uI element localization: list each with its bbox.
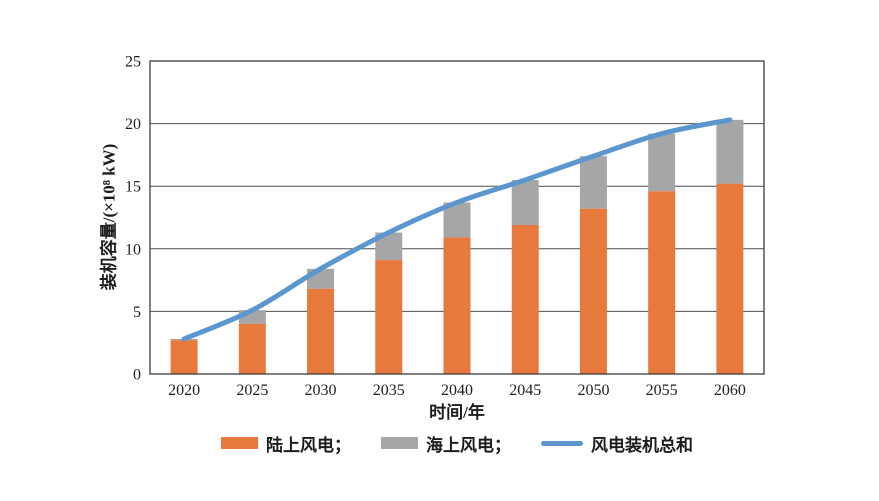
- x-tick-label: 2060: [714, 382, 746, 399]
- bar-onshore-2035: [375, 260, 403, 374]
- bar-onshore-2030: [307, 288, 335, 374]
- onshore-swatch-icon: [221, 437, 258, 449]
- x-tick-label: 2035: [373, 382, 405, 399]
- x-tick-label: 2025: [236, 382, 268, 399]
- bar-onshore-2050: [579, 208, 607, 374]
- bar-onshore-2020: [170, 340, 198, 374]
- x-tick-label: 2055: [646, 382, 678, 399]
- bar-offshore-2060: [716, 119, 744, 184]
- bar-offshore-2045: [511, 179, 539, 226]
- legend-item-offshore: 海上风电；: [381, 431, 511, 456]
- bar-onshore-2040: [443, 237, 471, 374]
- bar-offshore-2050: [579, 156, 607, 209]
- total-line-swatch-icon: [541, 440, 583, 446]
- x-tick-label: 2030: [305, 382, 337, 399]
- legend-label-onshore: 陆上风电；: [266, 435, 351, 455]
- y-tick-label: 20: [125, 116, 141, 133]
- bar-offshore-2055: [648, 133, 676, 192]
- total-line: [181, 117, 733, 342]
- bar-onshore-2025: [238, 323, 266, 374]
- legend-item-total: 风电装机总和: [541, 431, 693, 456]
- x-tick-label: 2050: [577, 382, 609, 399]
- legend-label-total: 风电装机总和: [591, 435, 693, 455]
- x-tick-label: 2040: [441, 382, 473, 399]
- bar-onshore-2045: [511, 225, 539, 374]
- legend-item-onshore: 陆上风电；: [221, 431, 351, 456]
- plot-border: [149, 60, 765, 375]
- y-tick-label: 10: [125, 241, 141, 258]
- bar-onshore-2060: [716, 183, 744, 374]
- y-axis-title: 装机容量/(×10⁸ kW): [99, 143, 119, 291]
- x-tick-label: 2020: [168, 382, 200, 399]
- y-tick-label: 15: [125, 179, 141, 196]
- legend: 陆上风电； 海上风电； 风电装机总和: [150, 430, 764, 456]
- x-tick-label: 2045: [509, 382, 541, 399]
- x-axis-title: 时间/年: [429, 403, 485, 422]
- offshore-swatch-icon: [381, 437, 418, 449]
- y-tick-label: 0: [133, 367, 141, 384]
- y-tick-label: 25: [125, 54, 141, 71]
- y-tick-label: 5: [133, 304, 141, 321]
- legend-label-offshore: 海上风电；: [426, 435, 511, 455]
- bar-onshore-2055: [648, 191, 676, 374]
